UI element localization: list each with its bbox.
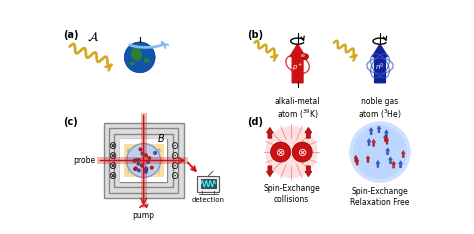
FancyArrow shape xyxy=(305,127,312,138)
Text: $\otimes$: $\otimes$ xyxy=(108,150,118,161)
Text: $e^-$: $e^-$ xyxy=(300,53,310,61)
Text: probe: probe xyxy=(74,156,96,165)
Circle shape xyxy=(265,126,318,178)
Circle shape xyxy=(292,142,312,162)
Text: alkali-metal
atom ($^{39}$K): alkali-metal atom ($^{39}$K) xyxy=(275,97,320,121)
Polygon shape xyxy=(140,113,146,208)
Circle shape xyxy=(133,159,136,162)
FancyArrow shape xyxy=(383,135,387,142)
FancyArrow shape xyxy=(354,155,358,162)
Text: Spin-Exchange
Relaxation Free: Spin-Exchange Relaxation Free xyxy=(350,187,410,207)
Text: $\otimes$: $\otimes$ xyxy=(108,161,118,172)
Text: $\otimes$: $\otimes$ xyxy=(108,170,118,181)
Circle shape xyxy=(302,54,309,60)
FancyArrow shape xyxy=(399,161,402,168)
FancyArrow shape xyxy=(266,166,273,177)
FancyBboxPatch shape xyxy=(120,139,167,183)
FancyArrow shape xyxy=(377,126,381,133)
FancyArrow shape xyxy=(386,148,390,155)
Text: (d): (d) xyxy=(247,117,264,127)
Text: $\odot$: $\odot$ xyxy=(170,150,179,161)
Circle shape xyxy=(135,158,138,162)
Circle shape xyxy=(140,164,144,167)
Circle shape xyxy=(145,168,148,171)
Text: $p^+$: $p^+$ xyxy=(292,62,303,73)
Circle shape xyxy=(139,148,142,151)
FancyBboxPatch shape xyxy=(197,176,219,192)
FancyArrow shape xyxy=(376,160,380,167)
FancyArrowPatch shape xyxy=(141,116,146,204)
Text: (b): (b) xyxy=(247,30,264,40)
Ellipse shape xyxy=(129,62,135,66)
FancyArrow shape xyxy=(385,137,389,144)
Circle shape xyxy=(147,156,151,160)
FancyArrow shape xyxy=(369,128,373,135)
FancyArrow shape xyxy=(366,156,370,163)
Text: detection: detection xyxy=(192,197,225,204)
FancyArrow shape xyxy=(305,166,312,177)
Text: $\otimes$: $\otimes$ xyxy=(108,140,118,151)
Circle shape xyxy=(134,167,137,170)
Circle shape xyxy=(154,151,157,155)
FancyBboxPatch shape xyxy=(103,123,183,198)
Text: (c): (c) xyxy=(63,117,77,127)
Polygon shape xyxy=(97,157,188,164)
FancyBboxPatch shape xyxy=(124,144,164,177)
Circle shape xyxy=(124,42,155,73)
Text: Spin-Exchange
collisions: Spin-Exchange collisions xyxy=(263,184,320,204)
Text: $\odot$: $\odot$ xyxy=(170,161,179,172)
Circle shape xyxy=(145,167,148,170)
Text: $\otimes$: $\otimes$ xyxy=(275,146,286,157)
Text: $\odot$: $\odot$ xyxy=(170,170,179,181)
FancyArrow shape xyxy=(384,130,388,137)
FancyArrow shape xyxy=(355,158,359,165)
Circle shape xyxy=(145,154,148,157)
Circle shape xyxy=(137,158,140,162)
Circle shape xyxy=(150,166,154,169)
Text: $\mathcal{A}$: $\mathcal{A}$ xyxy=(87,31,99,44)
Circle shape xyxy=(137,162,140,165)
Circle shape xyxy=(271,142,291,162)
FancyArrow shape xyxy=(266,127,273,138)
FancyArrow shape xyxy=(401,150,405,157)
Circle shape xyxy=(146,160,150,164)
Text: $\otimes$: $\otimes$ xyxy=(297,146,307,157)
Text: $\odot$: $\odot$ xyxy=(170,140,179,151)
Ellipse shape xyxy=(131,48,142,61)
FancyArrowPatch shape xyxy=(100,158,184,163)
Text: pump: pump xyxy=(133,211,155,219)
Circle shape xyxy=(144,170,147,173)
FancyArrow shape xyxy=(389,157,392,164)
FancyArrow shape xyxy=(367,139,371,146)
Text: noble gas
atom ($^{3}$He): noble gas atom ($^{3}$He) xyxy=(358,97,402,121)
Circle shape xyxy=(137,169,140,172)
FancyBboxPatch shape xyxy=(201,179,216,188)
FancyArrow shape xyxy=(372,139,375,146)
Circle shape xyxy=(349,121,411,183)
FancyArrow shape xyxy=(392,161,396,168)
FancyArrow shape xyxy=(372,44,388,83)
Circle shape xyxy=(133,167,137,171)
Text: (a): (a) xyxy=(63,30,78,40)
Ellipse shape xyxy=(144,58,150,63)
Circle shape xyxy=(353,125,407,179)
Circle shape xyxy=(127,144,161,177)
Text: $B$: $B$ xyxy=(157,132,165,144)
FancyArrow shape xyxy=(290,44,305,83)
Circle shape xyxy=(141,152,144,155)
Text: $n^0$: $n^0$ xyxy=(375,62,385,73)
